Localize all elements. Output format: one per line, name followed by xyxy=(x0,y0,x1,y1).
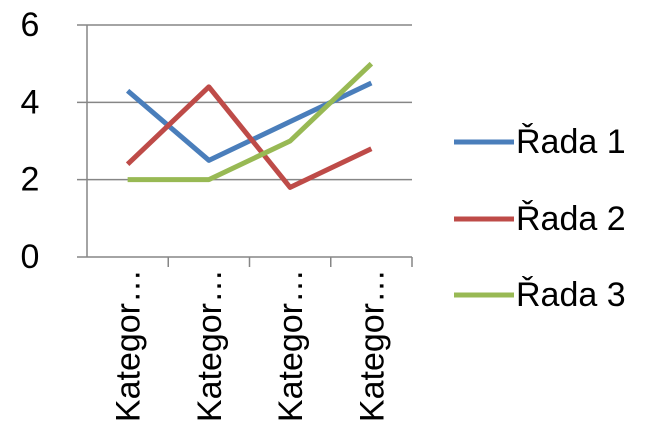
series-lines xyxy=(125,61,374,190)
y-tick-label: 2 xyxy=(21,161,40,199)
series-line-1 xyxy=(125,80,373,163)
legend-label-2: Řada 2 xyxy=(516,200,626,238)
legend-label-1: Řada 1 xyxy=(516,123,626,161)
x-axis-tick-labels: Kategor… Kategor… Kategor… Kategor… xyxy=(110,269,392,422)
legend-label-3: Řada 3 xyxy=(516,276,626,314)
y-tick-label: 4 xyxy=(21,83,40,121)
y-tick-label: 0 xyxy=(21,238,40,276)
axes xyxy=(77,25,413,267)
y-tick-label: 6 xyxy=(21,6,40,44)
y-axis-tick-labels: 0 2 4 6 xyxy=(21,6,40,276)
x-tick-label: Kategor… xyxy=(272,269,310,422)
legend: Řada 1 Řada 2 Řada 3 xyxy=(454,123,626,314)
x-tick-label: Kategor… xyxy=(110,269,148,422)
x-tick-label: Kategor… xyxy=(191,269,229,422)
series-line-3 xyxy=(127,61,374,183)
x-tick-label: Kategor… xyxy=(353,269,391,422)
gridlines xyxy=(77,24,412,181)
series-line-2 xyxy=(125,84,373,190)
